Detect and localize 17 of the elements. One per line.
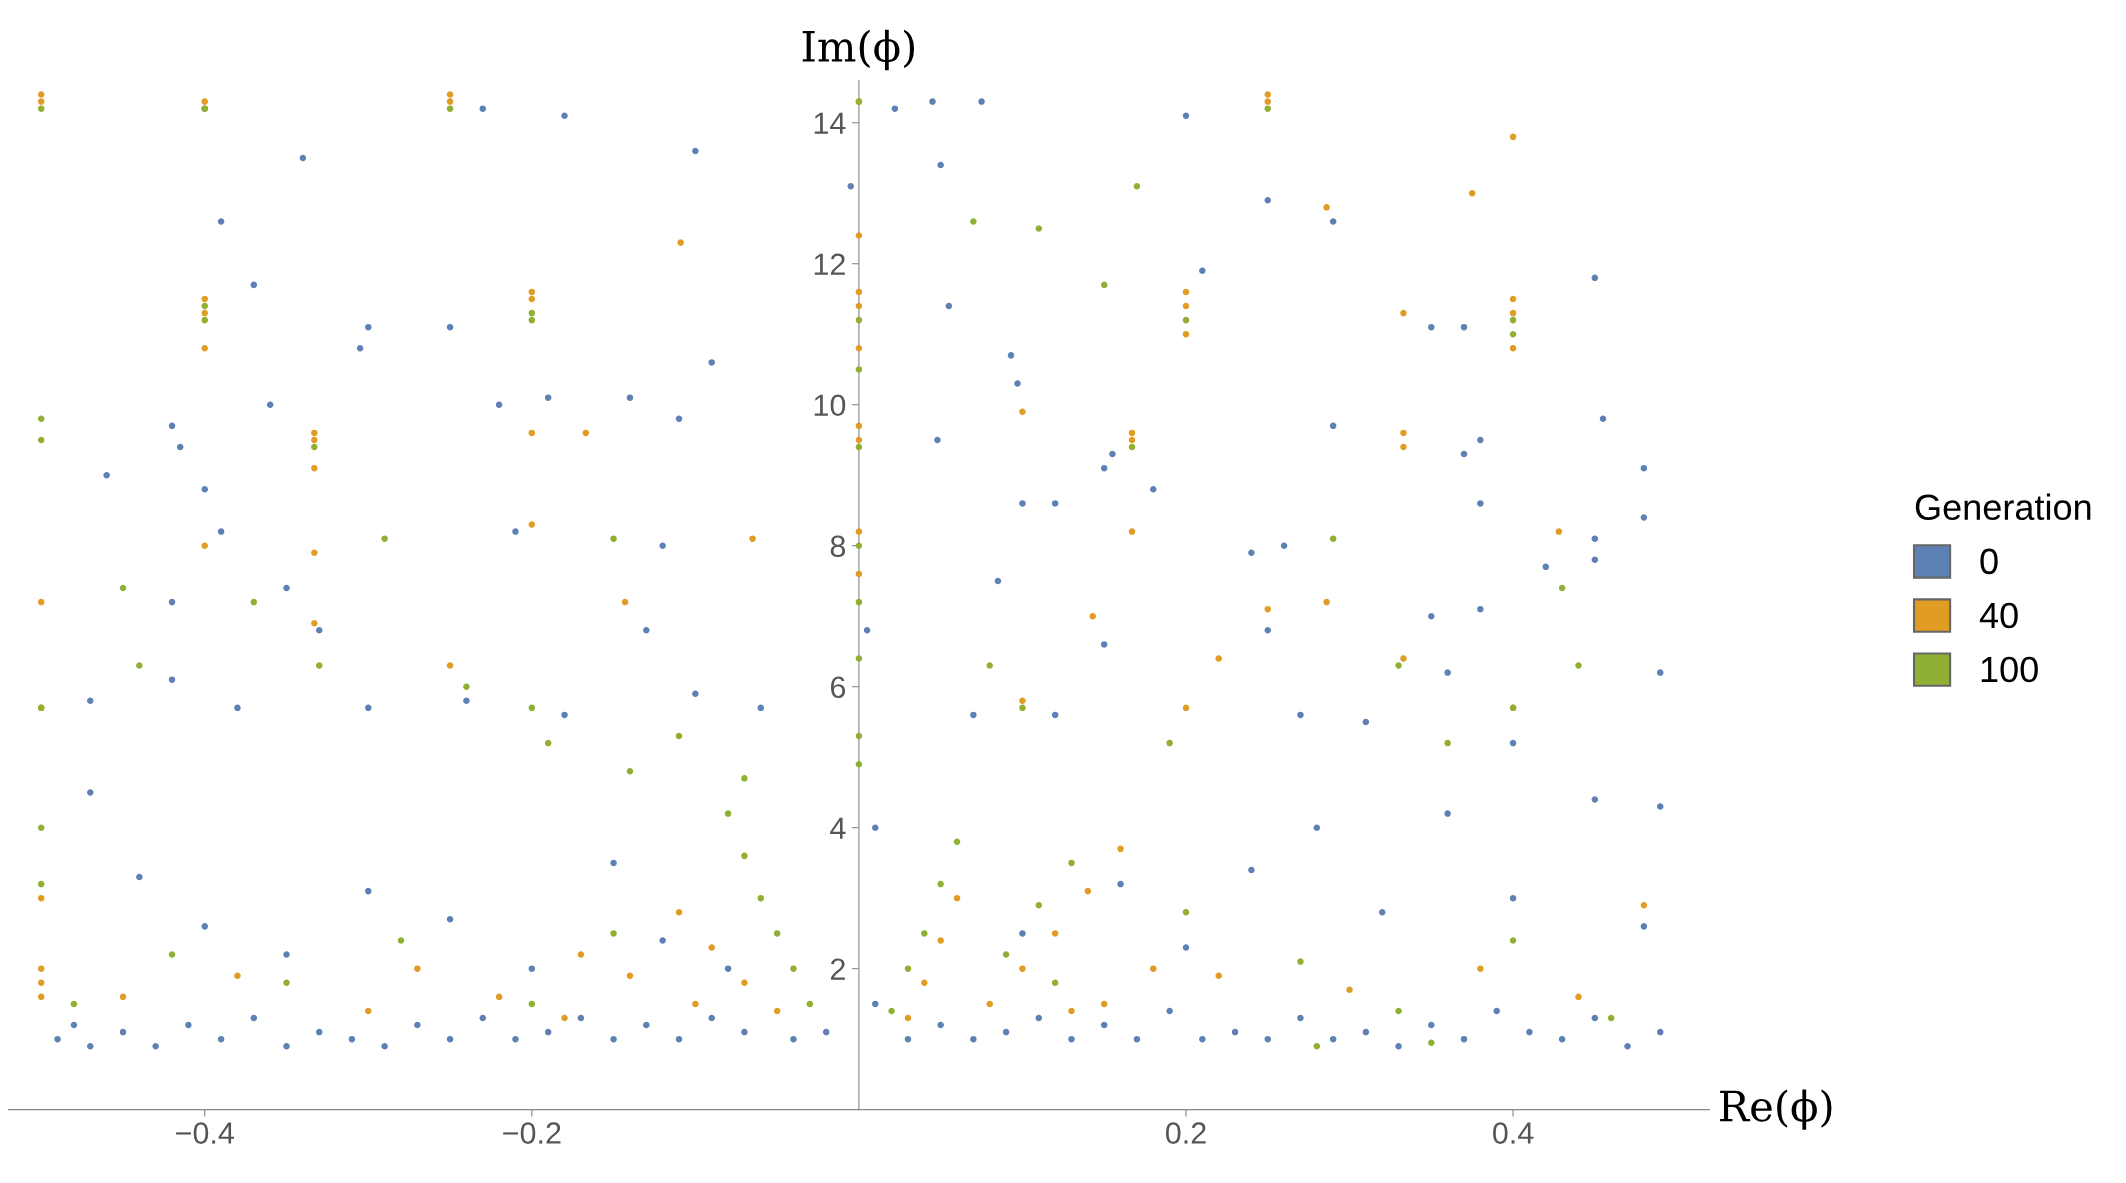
y-tick-label: 14: [814, 112, 846, 134]
y-axis-title: Im(ϕ): [802, 29, 915, 71]
legend-title: Generation: [1915, 493, 2091, 521]
x-tick-label: −0.4: [176, 1122, 235, 1144]
y-tick-label: 12: [814, 253, 845, 275]
y-tick-label: 10: [814, 394, 846, 417]
legend-label: 40: [1979, 602, 2018, 629]
x-axis-title: Re(ϕ): [1720, 1089, 1832, 1130]
x-tick-label: 0.2: [1165, 1122, 1206, 1144]
legend-label: 100: [1981, 656, 2038, 683]
x-tick-label: 0.4: [1493, 1122, 1534, 1144]
y-tick-label: 4: [830, 817, 846, 839]
y-tick-label: 2: [830, 958, 845, 980]
y-tick-label: 8: [830, 535, 846, 558]
x-tick-label: −0.2: [503, 1122, 561, 1144]
y-tick-label: 6: [830, 676, 846, 699]
legend-label: 0: [1980, 548, 1998, 575]
